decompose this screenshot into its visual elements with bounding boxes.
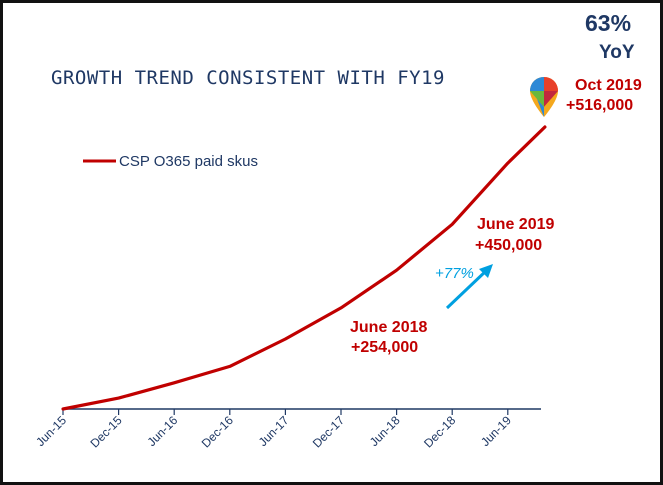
x-axis-tick-labels: Jun-15 Dec-15 Jun-16 Dec-16 Jun-17 Dec-17 Jun-… bbox=[33, 413, 514, 450]
annotation-june-2018-date: June 2018 bbox=[350, 319, 427, 336]
yoy-value: 63% bbox=[585, 10, 631, 36]
legend-label: CSP O365 paid skus bbox=[119, 153, 258, 170]
annotation-june-2018: June 2018 +254,000 bbox=[350, 319, 427, 356]
annotation-june-2019-date: June 2019 bbox=[477, 216, 554, 233]
annotation-oct-2019-date: Oct 2019 bbox=[575, 77, 642, 94]
series-line-csp-o365 bbox=[61, 125, 547, 411]
annotation-june-2019-value: +450,000 bbox=[475, 237, 542, 254]
growth-chart: GROWTH TREND CONSISTENT WITH FY19 CSP O3… bbox=[33, 10, 642, 450]
legend: CSP O365 paid skus bbox=[83, 153, 258, 170]
x-tick-label: Dec-15 bbox=[87, 413, 124, 450]
x-tick-label: Dec-17 bbox=[310, 413, 347, 450]
x-tick-label: Jun-16 bbox=[144, 413, 180, 449]
annotation-oct-2019-value: +516,000 bbox=[566, 97, 633, 114]
x-tick-label: Jun-19 bbox=[478, 413, 514, 449]
x-axis-ticks bbox=[62, 409, 509, 415]
growth-label: +77% bbox=[435, 265, 474, 282]
yoy-label: YoY bbox=[599, 42, 635, 63]
x-tick-label: Dec-16 bbox=[199, 413, 236, 450]
chart-title: GROWTH TREND CONSISTENT WITH FY19 bbox=[51, 67, 445, 89]
annotation-oct-2019: Oct 2019 +516,000 bbox=[566, 77, 642, 114]
x-tick-label: Jun-18 bbox=[367, 413, 403, 449]
annotation-june-2019: June 2019 +450,000 bbox=[475, 216, 554, 254]
x-tick-label: Dec-18 bbox=[421, 413, 458, 450]
annotation-june-2018-value: +254,000 bbox=[351, 339, 418, 356]
x-tick-label: Jun-15 bbox=[33, 413, 69, 449]
arrow-up-right-icon bbox=[445, 264, 493, 310]
x-tick-label: Jun-17 bbox=[256, 413, 292, 449]
location-pin-icon bbox=[530, 77, 558, 117]
